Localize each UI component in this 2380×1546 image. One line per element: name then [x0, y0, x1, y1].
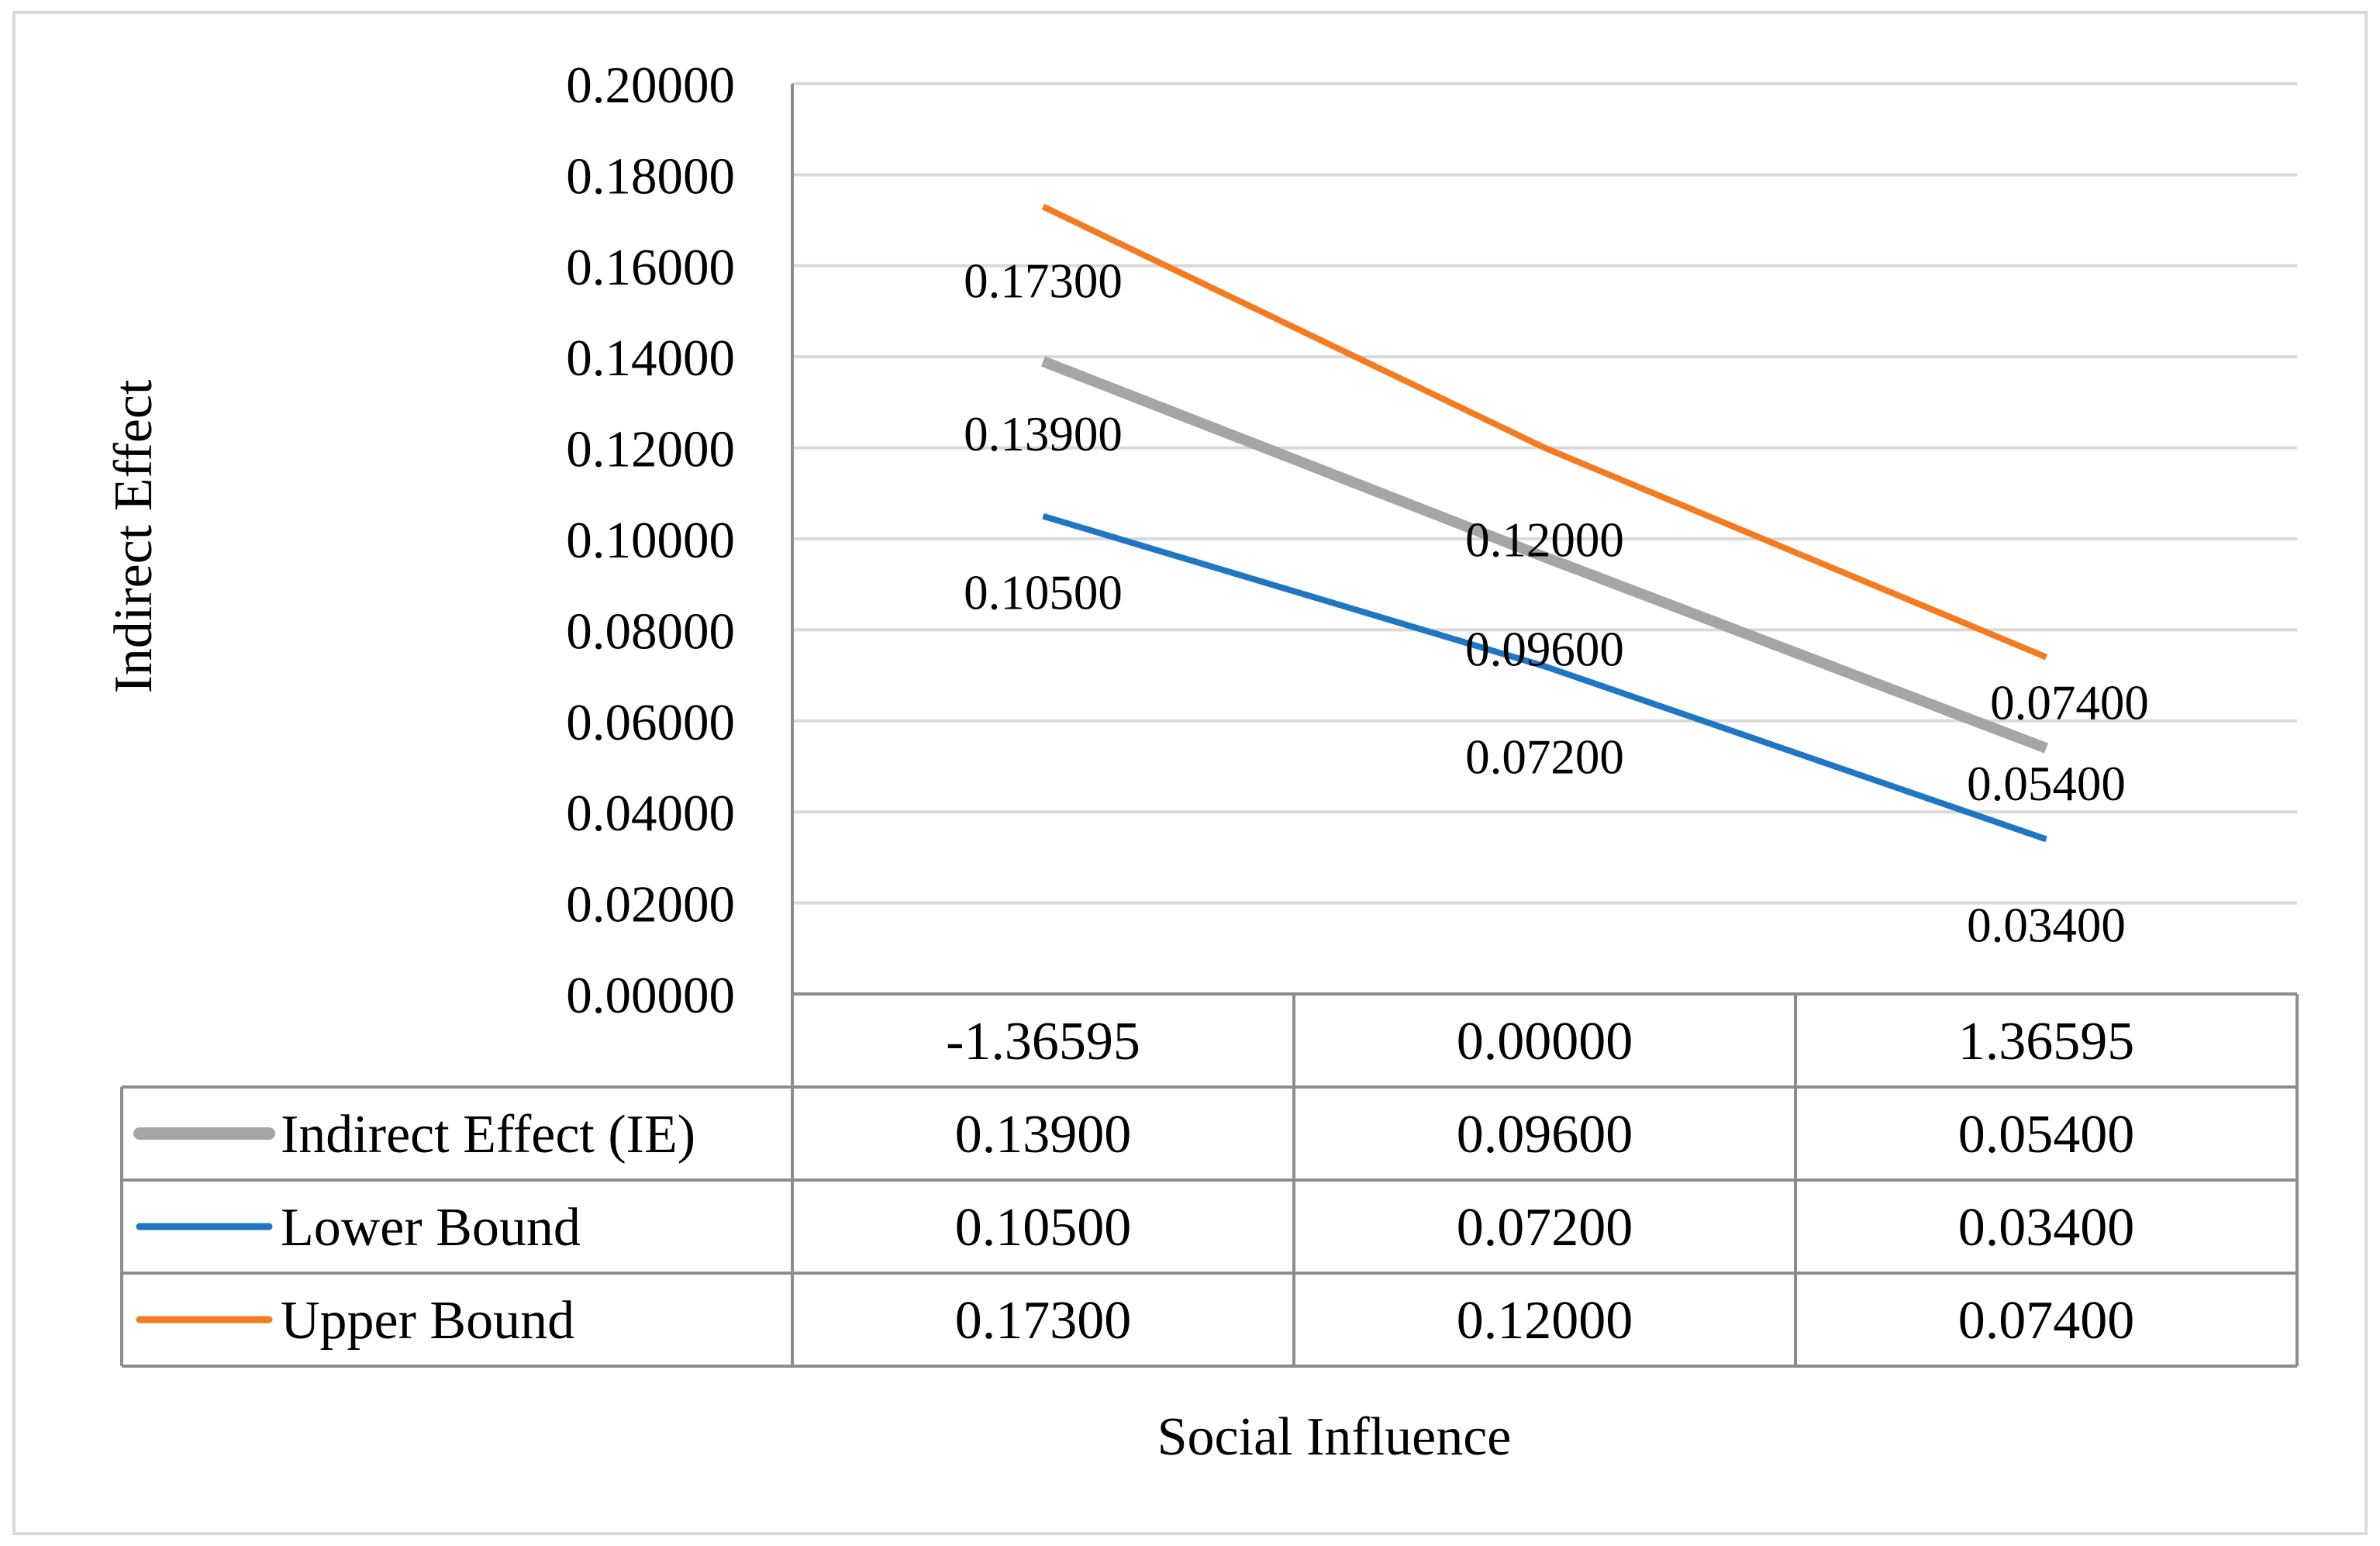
table-cell: 0.13900 — [955, 1105, 1132, 1165]
table-cell: 0.07400 — [1958, 1291, 2135, 1351]
table-cell: 0.17300 — [955, 1291, 1132, 1351]
data-label: 0.07400 — [1990, 676, 2149, 730]
data-label: 0.07200 — [1465, 730, 1624, 784]
data-label: 0.10500 — [964, 566, 1123, 620]
series-line-upper-bound — [1041, 203, 2048, 661]
x-axis-title: Social Influence — [1157, 1407, 1512, 1467]
table-cell: 0.12000 — [1457, 1291, 1633, 1351]
legend-entry: Indirect Effect (IE) — [281, 1105, 695, 1165]
table-cell: 0.07200 — [1457, 1198, 1633, 1258]
y-tick-label: 0.06000 — [566, 694, 735, 751]
data-label: 0.17300 — [964, 254, 1123, 308]
data-label: 0.13900 — [964, 407, 1123, 461]
y-axis-ticks: 0.00000 0.02000 0.04000 0.06000 0.08000 0.100… — [566, 57, 735, 1024]
series-line-indirect-effect-ie — [1040, 356, 2048, 754]
data-label: 0.09600 — [1465, 622, 1624, 676]
y-axis-title: Indirect Effect — [104, 379, 164, 693]
y-tick-label: 0.00000 — [566, 967, 735, 1024]
y-tick-label: 0.20000 — [566, 57, 735, 114]
y-tick-label: 0.18000 — [566, 147, 735, 205]
data-label: 0.12000 — [1465, 513, 1624, 568]
y-tick-label: 0.10000 — [566, 512, 735, 569]
y-tick-label: 0.04000 — [566, 785, 735, 842]
gridlines — [791, 82, 2297, 994]
y-tick-label: 0.12000 — [566, 421, 735, 478]
y-tick-label: 0.14000 — [566, 330, 735, 387]
x-category-label: 1.36595 — [1958, 1012, 2135, 1072]
y-tick-label: 0.16000 — [566, 239, 735, 296]
x-category-label: -1.36595 — [946, 1012, 1140, 1072]
data-table: -1.36595 0.00000 1.36595 Indirect Effect (I… — [120, 992, 2299, 1368]
series-lines — [1040, 203, 2048, 843]
x-category-label: 0.00000 — [1457, 1012, 1633, 1072]
data-label: 0.05400 — [1967, 757, 2126, 811]
y-tick-label: 0.08000 — [566, 602, 735, 660]
y-tick-label: 0.02000 — [566, 876, 735, 933]
table-cell: 0.05400 — [1958, 1105, 2135, 1165]
table-cell: 0.10500 — [955, 1198, 1132, 1258]
table-cell: 0.09600 — [1457, 1105, 1633, 1165]
series-line-lower-bound — [1042, 512, 2047, 843]
data-labels: 0.13900 0.09600 0.05400 0.10500 0.07200 0.034… — [964, 254, 2149, 952]
data-label: 0.03400 — [1967, 898, 2126, 952]
legend-entry: Upper Bound — [281, 1291, 574, 1351]
table-cell: 0.03400 — [1958, 1198, 2135, 1258]
legend-entry: Lower Bound — [281, 1198, 581, 1258]
